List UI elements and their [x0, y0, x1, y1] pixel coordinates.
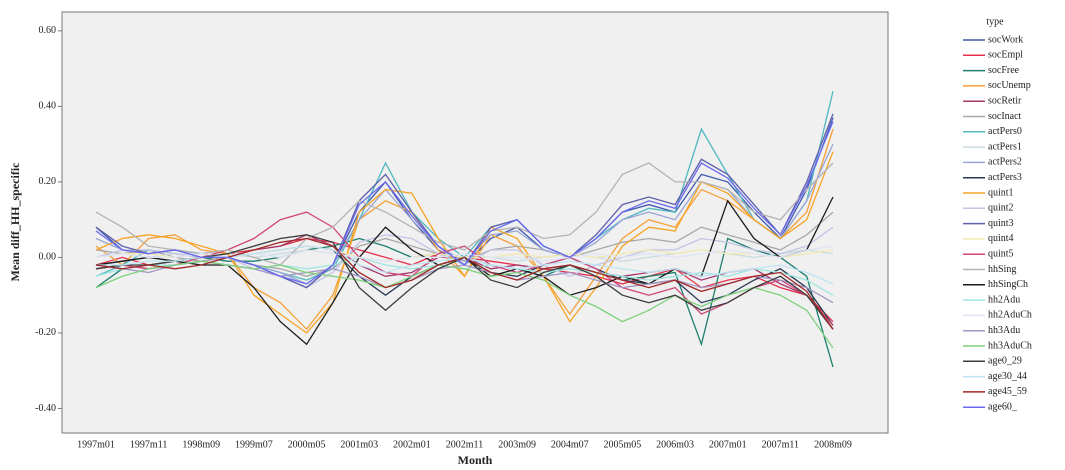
- legend-label: socFree: [988, 65, 1020, 76]
- x-tick-label: 2002m11: [446, 439, 483, 450]
- plot-area: [61, 11, 889, 434]
- legend-label: quint2: [988, 203, 1014, 214]
- legend-label: actPers1: [988, 141, 1022, 152]
- x-tick-label: 2001m03: [340, 439, 378, 450]
- x-tick-label: 1998m09: [182, 439, 220, 450]
- x-axis-title: Month: [458, 453, 493, 467]
- x-tick-label: 2005m05: [604, 439, 642, 450]
- legend-label: quint5: [988, 248, 1014, 259]
- x-tick-label: 2008m09: [814, 439, 852, 450]
- x-tick-label: 2006m03: [656, 439, 694, 450]
- x-tick-label: 1999m07: [235, 439, 273, 450]
- x-tick-label: 2007m11: [762, 439, 799, 450]
- x-tick-label: 2002m01: [393, 439, 431, 450]
- legend-label: socInact: [988, 111, 1022, 122]
- x-tick-label: 2000m05: [288, 439, 326, 450]
- x-tick-label: 2003m09: [498, 439, 536, 450]
- legend-label: actPers0: [988, 126, 1022, 137]
- legend-label: actPers2: [988, 157, 1022, 168]
- x-tick-label: 2007m01: [709, 439, 747, 450]
- legend-label: socUnemp: [988, 80, 1031, 91]
- series-line: [95, 237, 834, 330]
- x-tick-label: 2004m07: [551, 439, 589, 450]
- y-tick-label: -0.20: [35, 327, 56, 338]
- series-line: [95, 211, 834, 326]
- y-tick-label: 0.60: [39, 25, 57, 36]
- legend-label: actPers3: [988, 172, 1022, 183]
- y-axis-title: Mean diff_HH_specific: [8, 162, 22, 282]
- legend-label: socWork: [988, 34, 1023, 45]
- legend-title: type: [986, 16, 1004, 27]
- legend-label: socRetir: [988, 95, 1022, 106]
- x-tick-label: 1997m01: [77, 439, 115, 450]
- legend-label: socEmpl: [988, 50, 1023, 61]
- legend-label: age45_59: [988, 386, 1027, 397]
- legend-label: hh3Adu: [988, 325, 1020, 336]
- legend-label: hh2AduCh: [988, 310, 1032, 321]
- legend-label: quint4: [988, 233, 1014, 244]
- legend-label: age60_: [988, 401, 1018, 412]
- legend-label: age0_29: [988, 356, 1022, 367]
- series-line: [95, 162, 834, 266]
- legend-label: age30_44: [988, 371, 1027, 382]
- y-tick-label: 0.00: [39, 252, 57, 263]
- series-line: [95, 245, 834, 262]
- series-line: [95, 121, 834, 285]
- y-tick-label: 0.40: [39, 101, 57, 112]
- legend-label: hh2Adu: [988, 294, 1020, 305]
- legend-label: quint1: [988, 187, 1014, 198]
- legend-label: hhSingCh: [988, 279, 1028, 290]
- legend-label: hhSing: [988, 264, 1016, 275]
- y-tick-label: -0.40: [35, 403, 56, 414]
- legend-label: quint3: [988, 218, 1014, 229]
- x-tick-label: 1997m11: [130, 439, 167, 450]
- series-line: [95, 260, 834, 349]
- legend-label: hh3AduCh: [988, 340, 1032, 351]
- y-tick-label: 0.20: [39, 176, 57, 187]
